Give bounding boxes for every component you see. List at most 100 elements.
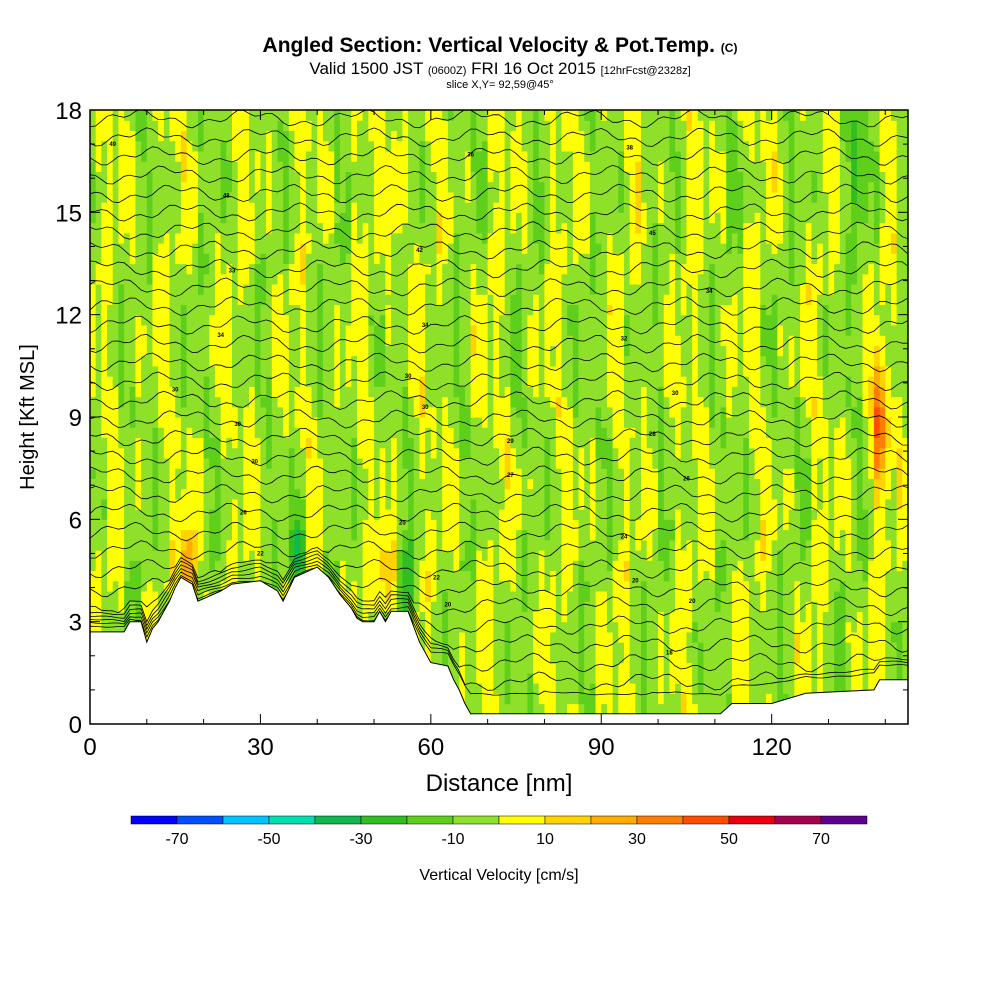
- velocity-cell: [425, 120, 432, 132]
- velocity-cell: [90, 243, 97, 254]
- velocity-cell: [214, 427, 222, 439]
- velocity-cell: [328, 345, 335, 357]
- velocity-cell: [425, 590, 432, 602]
- velocity-cell: [294, 150, 301, 162]
- velocity-cell: [533, 396, 540, 408]
- velocity-cell: [237, 130, 244, 142]
- velocity-cell: [487, 140, 494, 152]
- velocity-cell: [260, 243, 267, 254]
- velocity-cell: [112, 601, 119, 613]
- velocity-cell: [203, 509, 210, 520]
- velocity-cell: [101, 304, 108, 316]
- velocity-cell: [294, 130, 301, 142]
- velocity-cell: [175, 243, 182, 254]
- velocity-cell: [550, 437, 557, 449]
- velocity-cell: [516, 509, 523, 520]
- velocity-cell: [254, 406, 262, 418]
- velocity-cell: [538, 621, 546, 633]
- velocity-cell: [368, 529, 375, 541]
- velocity-cell: [135, 478, 142, 490]
- velocity-cell: [374, 468, 381, 479]
- velocity-cell: [129, 376, 137, 387]
- velocity-cell: [237, 232, 244, 244]
- velocity-cell: [436, 488, 443, 500]
- velocity-cell: [459, 283, 466, 295]
- velocity-cell: [260, 314, 267, 326]
- velocity-cell: [470, 202, 477, 213]
- velocity-cell: [209, 212, 216, 224]
- velocity-cell: [447, 662, 455, 674]
- velocity-cell: [499, 560, 506, 572]
- velocity-cell: [249, 181, 256, 193]
- velocity-cell: [260, 222, 267, 234]
- velocity-cell: [447, 130, 455, 142]
- velocity-cell: [470, 283, 477, 295]
- velocity-cell: [260, 294, 267, 306]
- velocity-cell: [101, 498, 108, 510]
- velocity-cell: [152, 345, 159, 357]
- velocity-cell: [169, 529, 176, 541]
- velocity-cell: [220, 324, 227, 336]
- velocity-cell: [271, 406, 279, 418]
- velocity-cell: [101, 406, 108, 418]
- velocity-cell: [237, 171, 244, 183]
- velocity-cell: [442, 601, 449, 613]
- velocity-cell: [510, 570, 517, 582]
- velocity-cell: [379, 396, 386, 408]
- velocity-cell: [328, 314, 335, 326]
- velocity-cell: [453, 294, 460, 306]
- velocity-cell: [197, 529, 205, 541]
- velocity-cell: [391, 509, 398, 520]
- velocity-cell: [124, 519, 131, 531]
- velocity-cell: [368, 509, 375, 520]
- velocity-cell: [243, 222, 250, 234]
- velocity-cell: [374, 365, 381, 377]
- velocity-cell: [95, 202, 102, 213]
- velocity-cell: [521, 457, 528, 469]
- velocity-cell: [442, 631, 449, 643]
- velocity-cell: [317, 498, 324, 510]
- velocity-cell: [260, 140, 267, 152]
- velocity-cell: [396, 539, 404, 551]
- velocity-cell: [555, 570, 563, 582]
- velocity-cell: [493, 243, 500, 254]
- velocity-cell: [538, 283, 546, 295]
- velocity-cell: [266, 376, 273, 387]
- velocity-cell: [555, 417, 563, 428]
- velocity-cell: [476, 652, 483, 664]
- velocity-cell: [544, 580, 551, 592]
- velocity-cell: [180, 140, 188, 152]
- velocity-cell: [334, 253, 341, 265]
- velocity-cell: [544, 478, 551, 490]
- velocity-cell: [487, 580, 494, 592]
- velocity-cell: [277, 304, 284, 316]
- velocity-cell: [260, 171, 267, 183]
- velocity-cell: [226, 110, 233, 121]
- velocity-cell: [135, 283, 142, 295]
- velocity-cell: [499, 130, 506, 142]
- velocity-cell: [510, 140, 517, 152]
- velocity-cell: [288, 232, 296, 244]
- velocity-cell: [305, 130, 313, 142]
- velocity-cell: [487, 314, 494, 326]
- velocity-cell: [163, 457, 171, 469]
- velocity-cell: [283, 560, 290, 572]
- velocity-cell: [345, 150, 352, 162]
- velocity-cell: [379, 232, 386, 244]
- velocity-cell: [521, 529, 528, 541]
- velocity-cell: [487, 570, 494, 582]
- velocity-cell: [214, 243, 222, 254]
- velocity-cell: [504, 427, 511, 439]
- velocity-cell: [124, 212, 131, 224]
- velocity-cell: [334, 406, 341, 418]
- velocity-cell: [487, 550, 494, 561]
- velocity-cell: [322, 345, 330, 357]
- velocity-cell: [271, 376, 279, 387]
- velocity-cell: [356, 498, 364, 510]
- velocity-cell: [538, 457, 546, 469]
- velocity-cell: [476, 161, 483, 172]
- velocity-cell: [317, 417, 324, 428]
- velocity-cell: [197, 509, 205, 520]
- velocity-cell: [209, 232, 216, 244]
- velocity-cell: [408, 590, 415, 602]
